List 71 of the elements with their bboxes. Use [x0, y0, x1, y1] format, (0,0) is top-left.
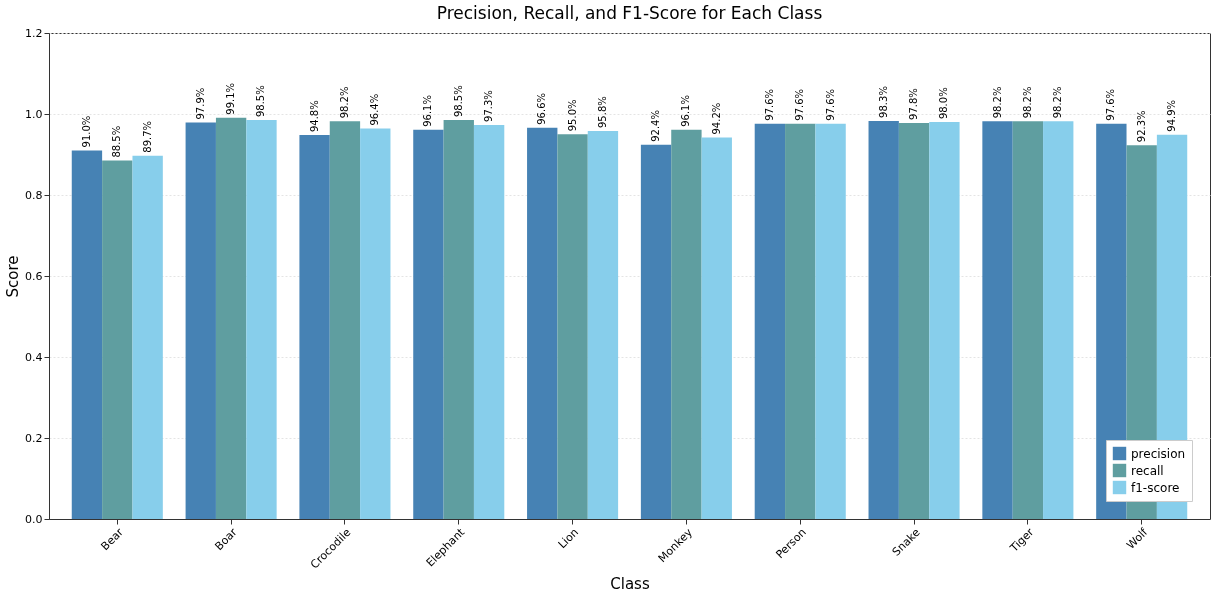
- y-tick-label: 0.6: [25, 269, 43, 283]
- bar: [640, 144, 672, 519]
- bar: [527, 127, 558, 519]
- data-label: 97.6%: [1105, 88, 1117, 121]
- data-label: 98.2%: [1021, 86, 1033, 119]
- bar: [701, 137, 732, 519]
- data-label: 98.5%: [255, 85, 267, 118]
- bar: [413, 129, 444, 519]
- data-label: 98.0%: [938, 87, 950, 120]
- bar: [557, 134, 588, 519]
- y-tick-label: 0.0: [25, 512, 43, 526]
- bar: [329, 121, 361, 519]
- bar: [671, 129, 702, 519]
- y-tick-label: 0.8: [25, 188, 43, 202]
- data-label: 97.6%: [794, 88, 806, 121]
- bar: [246, 120, 277, 519]
- bar: [815, 123, 846, 519]
- bar: [587, 131, 619, 519]
- data-label: 94.2%: [710, 102, 722, 135]
- legend-label: precision: [1131, 446, 1186, 461]
- data-label: 97.6%: [763, 88, 775, 121]
- data-label: 97.8%: [908, 88, 920, 120]
- bar: [1012, 121, 1044, 519]
- data-label: 89.7%: [141, 120, 153, 153]
- data-label: 91.0%: [80, 115, 92, 148]
- bar: [1043, 121, 1074, 519]
- data-label: 96.4%: [369, 93, 381, 126]
- data-label: 95.0%: [566, 99, 578, 132]
- data-label: 95.8%: [596, 96, 608, 129]
- data-label: 98.3%: [877, 86, 889, 118]
- bar: [754, 123, 786, 519]
- data-label: 94.8%: [308, 100, 320, 133]
- data-label: 92.4%: [650, 110, 662, 142]
- y-axis-title: Score: [4, 255, 23, 298]
- bar: [71, 150, 103, 519]
- data-label: 96.1%: [422, 95, 434, 127]
- bar: [132, 155, 163, 519]
- bar: [443, 120, 474, 519]
- data-label: 94.9%: [1166, 99, 1178, 132]
- bar: [299, 135, 330, 519]
- y-tick-label: 1.0: [25, 107, 43, 121]
- data-label: 92.3%: [1135, 110, 1147, 143]
- data-label: 99.1%: [225, 82, 237, 115]
- data-label: 96.1%: [680, 95, 692, 127]
- data-label: 98.2%: [1052, 86, 1064, 119]
- bar: [215, 117, 247, 519]
- bar: [982, 121, 1013, 519]
- y-tick-label: 0.2: [25, 431, 43, 445]
- bar: [102, 160, 133, 519]
- legend-label: recall: [1131, 463, 1164, 478]
- x-tick-label: Lion: [555, 525, 582, 552]
- bar: [868, 120, 899, 519]
- bar: [360, 128, 391, 519]
- y-tick-label: 1.2: [25, 26, 43, 40]
- data-label: 97.3%: [483, 90, 495, 122]
- data-label: 96.6%: [536, 92, 548, 125]
- chart-title: Precision, Recall, and F1-Score for Each Class: [436, 3, 823, 23]
- data-label: 97.6%: [824, 88, 836, 121]
- bar: [785, 123, 816, 519]
- x-axis-title: Class: [610, 574, 650, 593]
- bar: [898, 122, 930, 519]
- bar: [185, 122, 216, 519]
- data-label: 98.2%: [991, 86, 1003, 119]
- data-label: 98.5%: [452, 85, 464, 118]
- data-label: 98.2%: [338, 86, 350, 119]
- bar: [929, 122, 960, 519]
- data-label: 97.9%: [194, 87, 206, 120]
- data-label: 88.5%: [111, 125, 123, 158]
- bar: [473, 124, 505, 519]
- legend-label: f1-score: [1131, 480, 1180, 495]
- y-tick-label: 0.4: [25, 350, 43, 364]
